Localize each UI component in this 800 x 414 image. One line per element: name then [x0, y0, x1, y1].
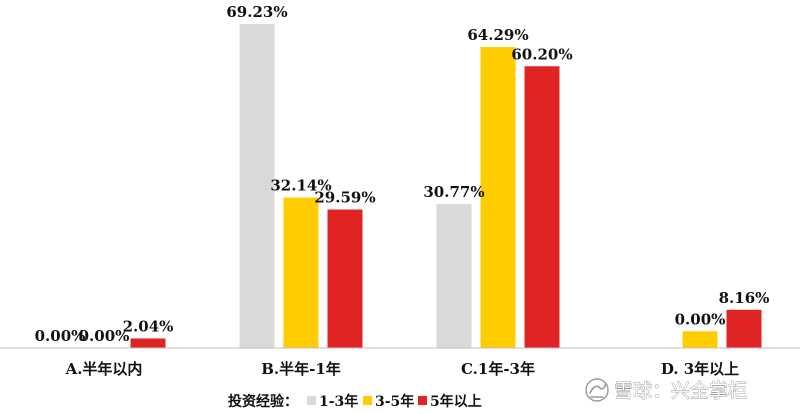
legend-title: 投资经验： [228, 393, 298, 410]
bar-3-1 [130, 338, 166, 348]
value-label-2-3: 64.29% [467, 26, 528, 44]
category-label-4: D. 3年以上 [661, 360, 739, 378]
legend-swatch-3 [418, 396, 427, 405]
watermark-text: 雪球：兴全掌柜 [614, 380, 747, 402]
category-label-2: B.半年-1年 [261, 360, 341, 378]
value-label-1-1: 0.00% [35, 327, 86, 345]
legend-swatch-1 [307, 396, 316, 405]
bar-2-4 [682, 331, 718, 348]
legend-swatch-2 [363, 396, 372, 405]
bar-3-4 [726, 309, 762, 348]
legend-items: 1-3年 3-5年 5年以上 [307, 393, 482, 410]
legend-label-3: 5年以上 [430, 393, 482, 410]
legend-label-1: 1-3年 [319, 393, 358, 410]
bar-2-2 [283, 197, 319, 348]
value-label-3-3: 60.20% [511, 45, 572, 63]
legend: 投资经验： 1-3年 3-5年 5年以上 [228, 393, 482, 410]
bar-3-3 [524, 66, 560, 348]
legend-label-2: 3-5年 [375, 393, 414, 410]
value-label-1-3: 30.77% [423, 183, 484, 201]
bar-3-2 [327, 209, 363, 348]
value-label-3-2: 29.59% [314, 189, 375, 207]
value-labels-layer: 0.00%0.00%2.04%69.23%32.14%29.59% 30.77%6… [35, 3, 770, 345]
value-label-3-1: 2.04% [123, 317, 174, 335]
watermark: 雪球：兴全掌柜 [585, 378, 747, 402]
bar-1-3 [436, 203, 472, 348]
value-label-2-1: 0.00% [79, 327, 130, 345]
category-labels-layer: A.半年以内 B.半年-1年 C.1年-3年 D. 3年以上 [65, 360, 740, 378]
snowball-logo-icon [585, 378, 609, 402]
category-label-1: A.半年以内 [65, 360, 143, 378]
bar-2-3 [480, 47, 516, 348]
value-label-1-2: 69.23% [226, 3, 287, 21]
value-label-2-4: 0.00% [675, 310, 726, 328]
category-label-3: C.1年-3年 [461, 360, 535, 378]
value-label-2-2: 32.14% [270, 177, 331, 195]
bars-layer [130, 24, 762, 348]
bar-1-2 [239, 24, 275, 348]
value-label-3-4: 8.16% [719, 289, 770, 307]
